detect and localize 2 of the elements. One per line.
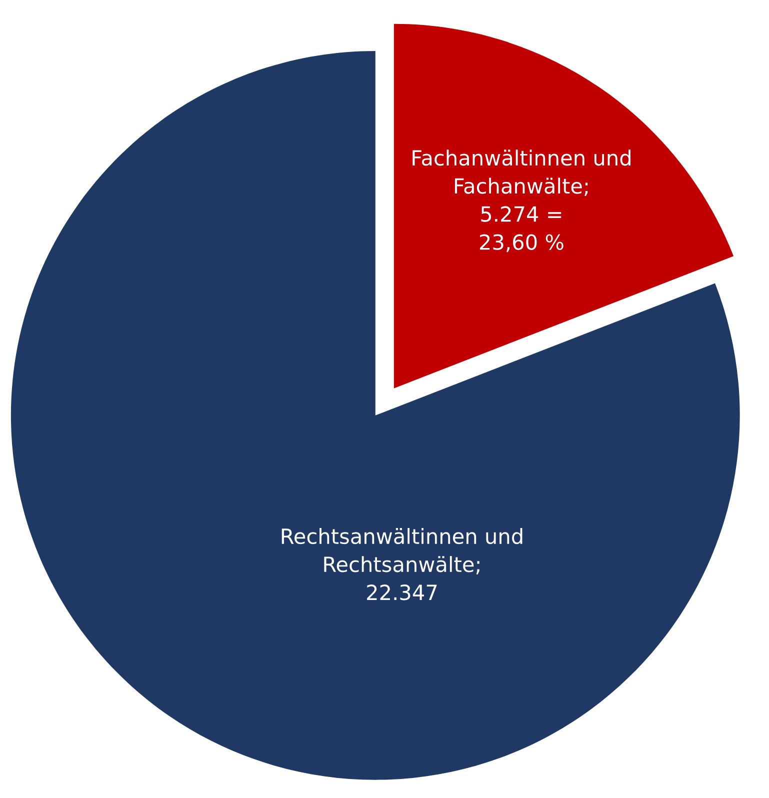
slice-label: Rechtsanwältinnen und Rechtsanwälte; 22.347 bbox=[282, 528, 522, 600]
slice-label: Fachanwältinnen und Fachanwälte; 5.274 = 23,60 % bbox=[412, 150, 630, 252]
